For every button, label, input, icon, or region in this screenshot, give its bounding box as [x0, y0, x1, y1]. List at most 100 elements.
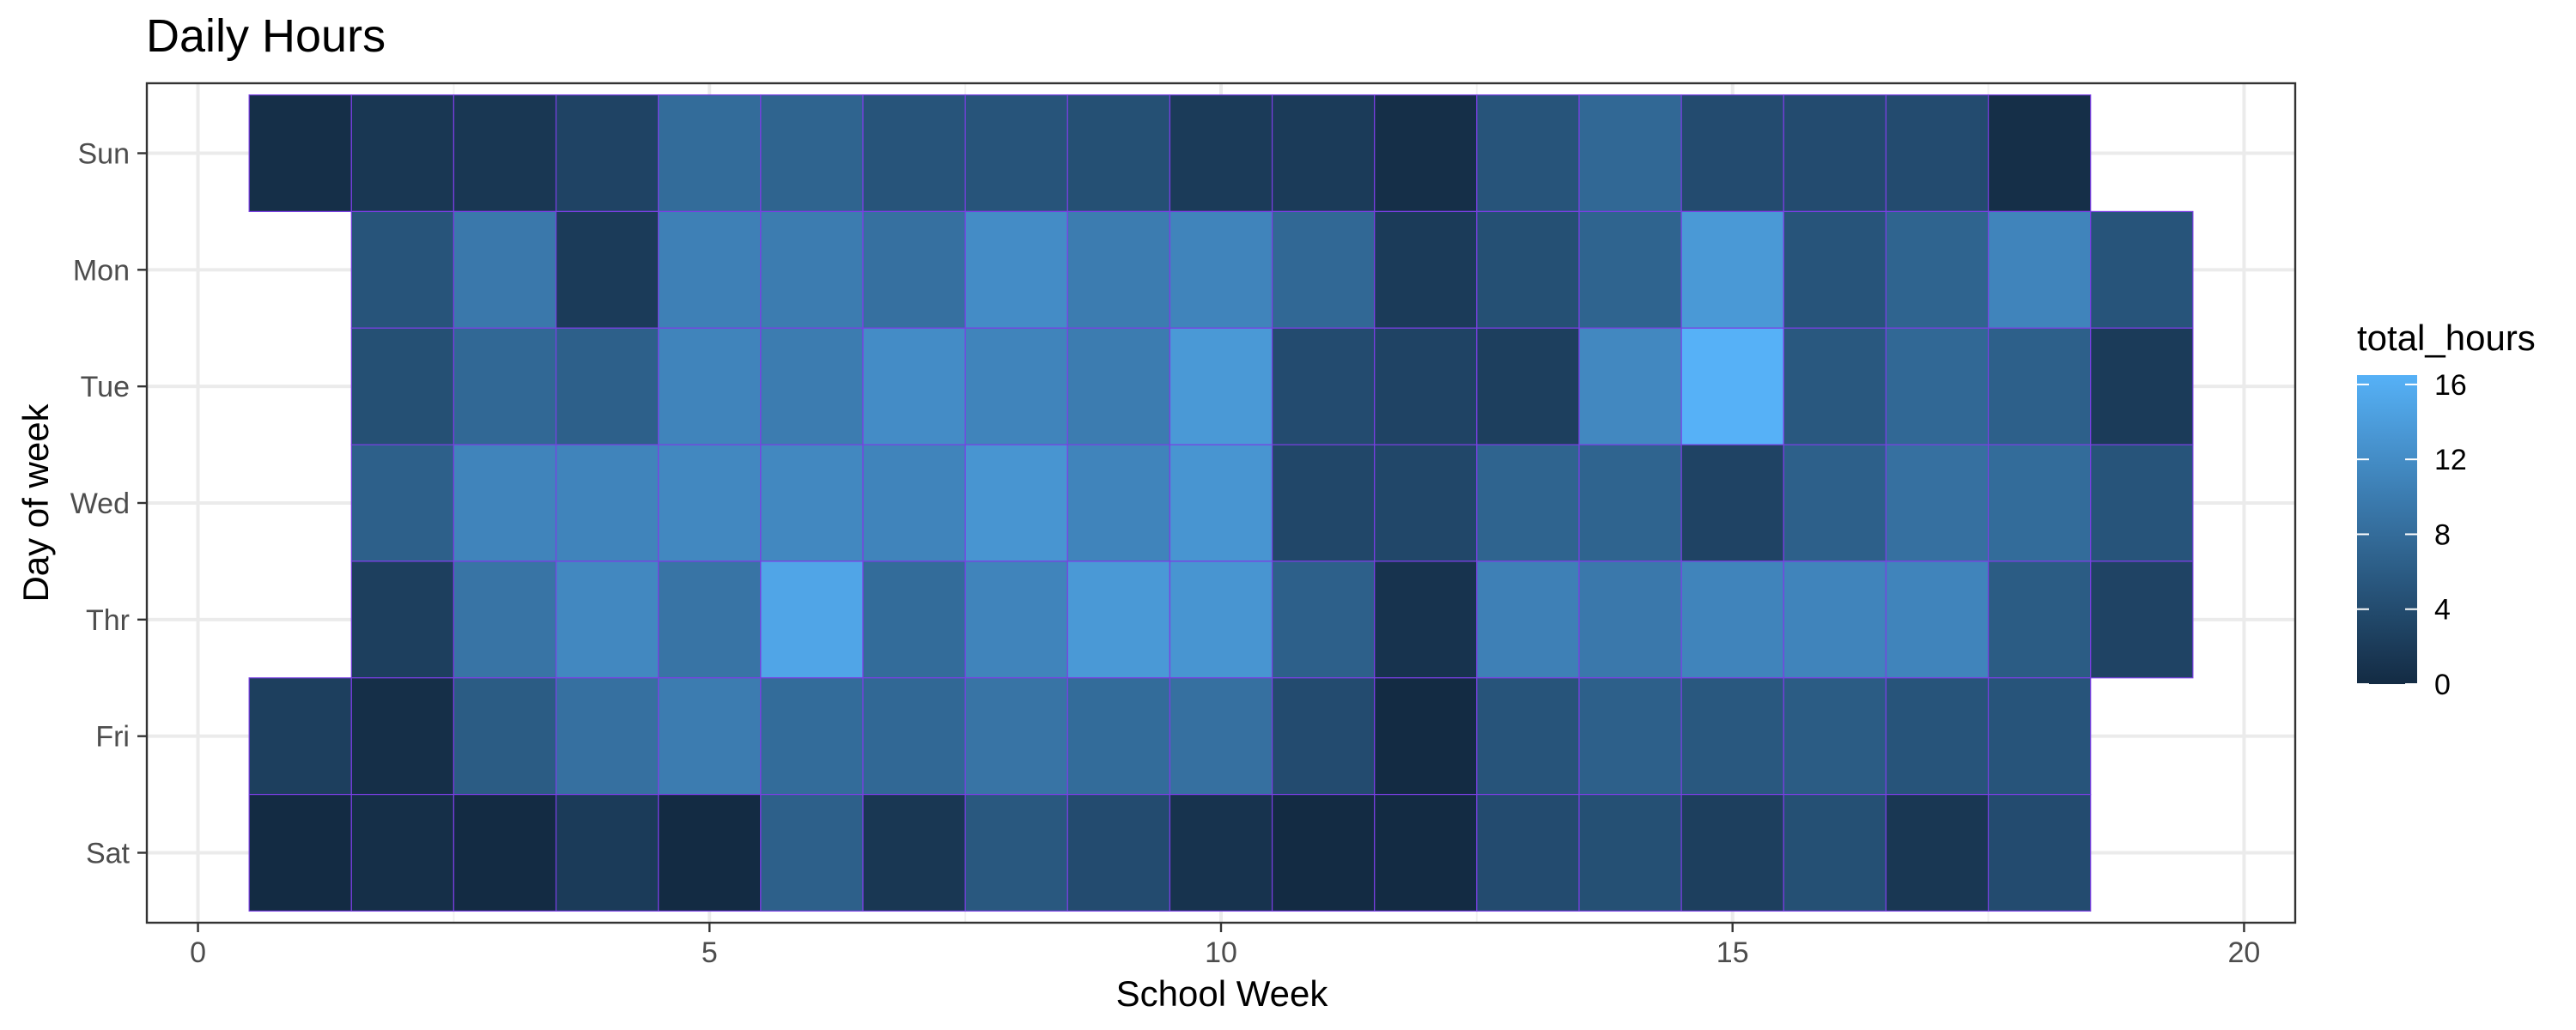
heatmap-tile	[350, 210, 455, 329]
heatmap-tile	[1987, 793, 2092, 912]
x-tick-label: 20	[2228, 936, 2261, 969]
heatmap-tile	[658, 210, 762, 329]
heatmap-tile	[760, 677, 864, 796]
legend-tick-label: 0	[2434, 669, 2451, 701]
heatmap-tile	[1066, 94, 1171, 213]
heatmap-tile	[453, 327, 557, 445]
heatmap-tile	[1578, 560, 1682, 679]
x-tick-label: 5	[702, 936, 718, 969]
heatmap-tile	[1680, 677, 1784, 796]
heatmap-tile	[1783, 793, 1887, 912]
heatmap-tile	[1680, 444, 1784, 562]
heatmap-tile	[248, 94, 352, 213]
heatmap-tile	[862, 327, 966, 445]
heatmap-tile	[1066, 444, 1171, 562]
heatmap-tile	[2090, 560, 2194, 679]
heatmap-tile	[1169, 793, 1273, 912]
heatmap-tile	[1476, 560, 1580, 679]
heatmap-tile	[1987, 444, 2092, 562]
heatmap-tile	[1476, 327, 1580, 445]
heatmap-tile	[1374, 210, 1478, 329]
heatmap-tile	[760, 327, 864, 445]
heatmap-tile	[658, 94, 762, 213]
legend-colorbar	[2357, 375, 2417, 684]
heatmap-tile	[248, 677, 352, 796]
heatmap-tile	[2090, 210, 2194, 329]
heatmap-tile	[1169, 560, 1273, 679]
heatmap-tile	[1885, 677, 1990, 796]
heatmap-tile	[760, 210, 864, 329]
heatmap-tile	[1169, 444, 1273, 562]
heatmap-tile	[1476, 677, 1580, 796]
heatmap-tile	[1169, 210, 1273, 329]
heatmap-tile	[1987, 94, 2092, 213]
heatmap-tile	[1680, 327, 1784, 445]
heatmap-tile	[862, 210, 966, 329]
heatmap-tile	[1374, 444, 1478, 562]
heatmap-tile	[453, 677, 557, 796]
heatmap-tile	[760, 793, 864, 912]
x-tick-label: 15	[1716, 936, 1749, 969]
heatmap-tile	[760, 444, 864, 562]
heatmap-tile	[1885, 210, 1990, 329]
legend-tick-label: 16	[2434, 369, 2467, 402]
heatmap-tile	[658, 560, 762, 679]
heatmap-tile	[1680, 793, 1784, 912]
chart-title: Daily Hours	[146, 10, 386, 62]
heatmap-tile	[555, 94, 659, 213]
heatmap-tile	[658, 444, 762, 562]
heatmap-tile	[453, 94, 557, 213]
heatmap-tile	[1271, 560, 1376, 679]
heatmap-tile	[555, 327, 659, 445]
heatmap-tile	[1374, 94, 1478, 213]
y-tick-label: Sat	[86, 838, 131, 870]
heatmap-tile	[1680, 210, 1784, 329]
y-tick-label: Mon	[73, 254, 130, 287]
heatmap-tile	[1885, 560, 1990, 679]
heatmap-tile	[453, 444, 557, 562]
heatmap-tile	[658, 793, 762, 912]
legend-tick-label: 4	[2434, 594, 2451, 627]
heatmap-tile	[1578, 210, 1682, 329]
heatmap-tile	[1271, 793, 1376, 912]
heatmap-tile	[1783, 210, 1887, 329]
heatmap-tile	[1987, 210, 2092, 329]
heatmap-tile	[1783, 560, 1887, 679]
heatmap-tile	[1271, 94, 1376, 213]
legend-tick-label: 8	[2434, 518, 2451, 551]
heatmap-tile	[1476, 444, 1580, 562]
y-axis-title: Day of week	[15, 403, 56, 602]
heatmap-tile	[1374, 793, 1478, 912]
heatmap-tile	[1987, 327, 2092, 445]
heatmap-tile	[1987, 560, 2092, 679]
heatmap-tile	[964, 677, 1068, 796]
heatmap-tile	[964, 444, 1068, 562]
heatmap-tile	[555, 444, 659, 562]
heatmap-tile	[964, 94, 1068, 213]
legend-title: total_hours	[2357, 318, 2536, 358]
heatmap-tile	[1066, 560, 1171, 679]
heatmap-tile	[1680, 560, 1784, 679]
heatmap-tile	[862, 677, 966, 796]
heatmap-tile	[1066, 793, 1171, 912]
heatmap-tile	[862, 94, 966, 213]
heatmap-tile	[1885, 793, 1990, 912]
heatmap-tile	[555, 793, 659, 912]
heatmap-tile	[350, 677, 455, 796]
heatmap-tile	[555, 210, 659, 329]
heatmap-tile	[1885, 94, 1990, 213]
heatmap-tile	[1374, 560, 1478, 679]
y-tick-label: Wed	[70, 488, 130, 520]
heatmap-tile	[555, 560, 659, 679]
heatmap-tile	[862, 793, 966, 912]
heatmap-tile	[1783, 327, 1887, 445]
heatmap-tile	[658, 327, 762, 445]
heatmap-tile	[964, 793, 1068, 912]
heatmap-tile	[964, 210, 1068, 329]
y-tick-label: Tue	[81, 371, 130, 403]
heatmap-tile	[1783, 94, 1887, 213]
heatmap-tile	[1578, 793, 1682, 912]
heatmap-tile	[658, 677, 762, 796]
heatmap-tile	[1578, 327, 1682, 445]
heatmap-tile	[1578, 444, 1682, 562]
